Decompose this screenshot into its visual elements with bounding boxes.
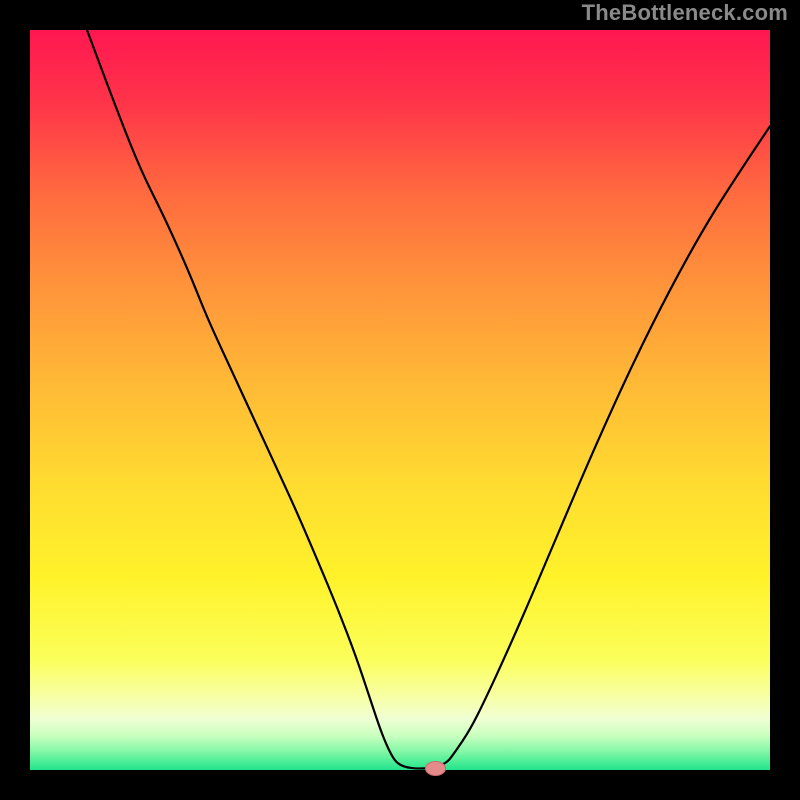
attribution-text: TheBottleneck.com (582, 0, 788, 26)
chart-container: TheBottleneck.com (0, 0, 800, 800)
plot-background (30, 30, 770, 770)
bottleneck-chart (0, 0, 800, 800)
optimal-marker (426, 762, 446, 776)
